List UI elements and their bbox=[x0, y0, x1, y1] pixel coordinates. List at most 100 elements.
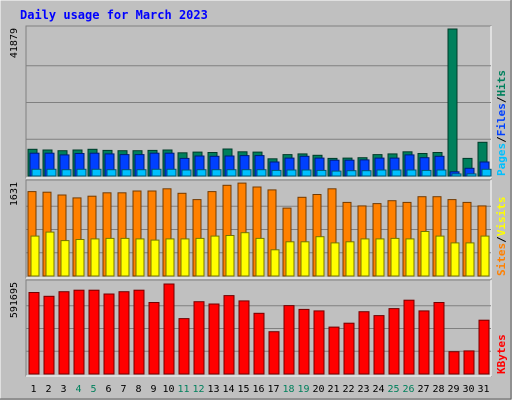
x-label-day-6: 6 bbox=[105, 384, 111, 395]
bar-kbytes-day-9 bbox=[148, 302, 160, 375]
bar-pages-day-9 bbox=[151, 168, 162, 177]
bar-visits-day-14 bbox=[225, 235, 235, 277]
bar-visits-day-2 bbox=[45, 231, 55, 277]
bar-pages-day-19 bbox=[301, 169, 312, 177]
legend-separator: / bbox=[495, 236, 508, 243]
bar-visits-day-23 bbox=[360, 238, 370, 277]
bar-visits-day-11 bbox=[180, 238, 190, 277]
x-label-day-2: 2 bbox=[45, 384, 51, 395]
bar-kbytes-day-7 bbox=[118, 291, 130, 375]
panel-visits: 1631 Sites/Visits bbox=[9, 179, 508, 279]
bar-pages-day-12 bbox=[196, 169, 207, 177]
bar-pages-day-22 bbox=[346, 170, 357, 177]
x-label-day-24: 24 bbox=[372, 384, 384, 395]
bar-pages-day-20 bbox=[316, 169, 327, 177]
max-label-kbytes: 591695 bbox=[9, 282, 20, 318]
bar-pages-day-28 bbox=[436, 169, 447, 177]
x-label-day-5: 5 bbox=[90, 384, 96, 395]
bar-visits-day-10 bbox=[165, 238, 175, 277]
bar-kbytes-day-1 bbox=[28, 292, 40, 375]
bar-pages-day-29 bbox=[451, 173, 462, 177]
x-label-day-16: 16 bbox=[252, 384, 264, 395]
bar-visits-day-31 bbox=[480, 235, 490, 277]
x-label-day-11: 11 bbox=[177, 384, 189, 395]
bar-kbytes-day-26 bbox=[403, 299, 415, 375]
legend-separator: / bbox=[495, 136, 508, 143]
bar-kbytes-day-24 bbox=[373, 315, 385, 375]
bar-kbytes-day-12 bbox=[193, 301, 205, 375]
x-axis-labels: 1 2 3 4 5 6 7 8 9 10 11 12 13 14 15 16 17 18 19 20 21 22 23 24 2… bbox=[30, 384, 489, 395]
bar-kbytes-day-30 bbox=[463, 350, 475, 375]
x-label-day-23: 23 bbox=[357, 384, 369, 395]
bar-kbytes-day-31 bbox=[478, 319, 490, 375]
bar-kbytes-day-17 bbox=[268, 331, 280, 375]
x-label-day-27: 27 bbox=[417, 384, 429, 395]
x-label-day-20: 20 bbox=[312, 384, 324, 395]
bar-kbytes-day-4 bbox=[73, 289, 85, 375]
bar-kbytes-day-25 bbox=[388, 308, 400, 375]
bar-visits-day-28 bbox=[435, 235, 445, 277]
x-label-day-30: 30 bbox=[462, 384, 474, 395]
bar-kbytes-day-21 bbox=[328, 326, 340, 375]
bar-kbytes-day-13 bbox=[208, 303, 220, 375]
bar-kbytes-day-5 bbox=[88, 289, 100, 375]
x-label-day-7: 7 bbox=[120, 384, 126, 395]
bar-kbytes-day-8 bbox=[133, 289, 145, 375]
x-label-day-31: 31 bbox=[477, 384, 489, 395]
x-label-day-15: 15 bbox=[237, 384, 249, 395]
bar-kbytes-day-29 bbox=[448, 351, 460, 375]
legend-hits: Hits bbox=[495, 70, 508, 97]
bar-visits-day-3 bbox=[60, 240, 70, 277]
x-label-day-22: 22 bbox=[342, 384, 354, 395]
bar-kbytes-day-22 bbox=[343, 322, 355, 375]
bar-pages-day-10 bbox=[166, 168, 177, 177]
bar-visits-day-30 bbox=[465, 242, 475, 277]
bar-pages-day-26 bbox=[406, 169, 417, 177]
x-label-day-12: 12 bbox=[192, 384, 204, 395]
bar-visits-day-7 bbox=[120, 237, 130, 277]
bar-pages-day-4 bbox=[76, 168, 87, 177]
bar-visits-day-9 bbox=[150, 239, 160, 277]
bar-pages-day-8 bbox=[136, 169, 147, 177]
bar-kbytes-day-2 bbox=[43, 295, 55, 375]
bar-kbytes-day-14 bbox=[223, 295, 235, 375]
bar-pages-day-17 bbox=[271, 169, 282, 177]
bar-kbytes-day-3 bbox=[58, 291, 70, 375]
bar-visits-day-6 bbox=[105, 237, 115, 277]
bar-pages-day-5 bbox=[91, 168, 102, 177]
bar-pages-day-18 bbox=[286, 169, 297, 177]
x-label-day-10: 10 bbox=[162, 384, 174, 395]
bar-visits-day-27 bbox=[420, 231, 430, 277]
x-label-day-1: 1 bbox=[30, 384, 36, 395]
x-label-day-3: 3 bbox=[60, 384, 66, 395]
legend-hits: Pages/Files/Hits bbox=[495, 70, 508, 176]
bar-visits-day-15 bbox=[240, 232, 250, 277]
x-label-day-14: 14 bbox=[222, 384, 234, 395]
x-label-day-28: 28 bbox=[432, 384, 444, 395]
x-label-day-18: 18 bbox=[282, 384, 294, 395]
bar-visits-day-5 bbox=[90, 238, 100, 277]
bar-kbytes-day-11 bbox=[178, 318, 190, 375]
bar-kbytes-day-18 bbox=[283, 305, 295, 375]
legend-kbytes: KBytes bbox=[495, 334, 508, 374]
bar-visits-day-4 bbox=[75, 239, 85, 277]
bar-kbytes-day-6 bbox=[103, 293, 115, 375]
bar-visits-day-24 bbox=[375, 238, 385, 277]
max-label-visits: 1631 bbox=[9, 182, 20, 206]
bar-pages-day-14 bbox=[226, 169, 237, 177]
legend-visits: Visits bbox=[495, 197, 508, 237]
legend-kbytes: KBytes bbox=[495, 334, 508, 374]
legend-files: Files bbox=[495, 103, 508, 136]
legend-sites: Sites bbox=[495, 243, 508, 276]
bar-kbytes-day-20 bbox=[313, 310, 325, 375]
legend-separator: / bbox=[495, 96, 508, 103]
bar-visits-day-18 bbox=[285, 241, 295, 277]
bar-visits-day-1 bbox=[30, 235, 40, 277]
x-label-day-26: 26 bbox=[402, 384, 414, 395]
bar-visits-day-17 bbox=[270, 249, 280, 277]
legend-pages: Pages bbox=[495, 143, 508, 176]
bar-visits-day-29 bbox=[450, 242, 460, 277]
